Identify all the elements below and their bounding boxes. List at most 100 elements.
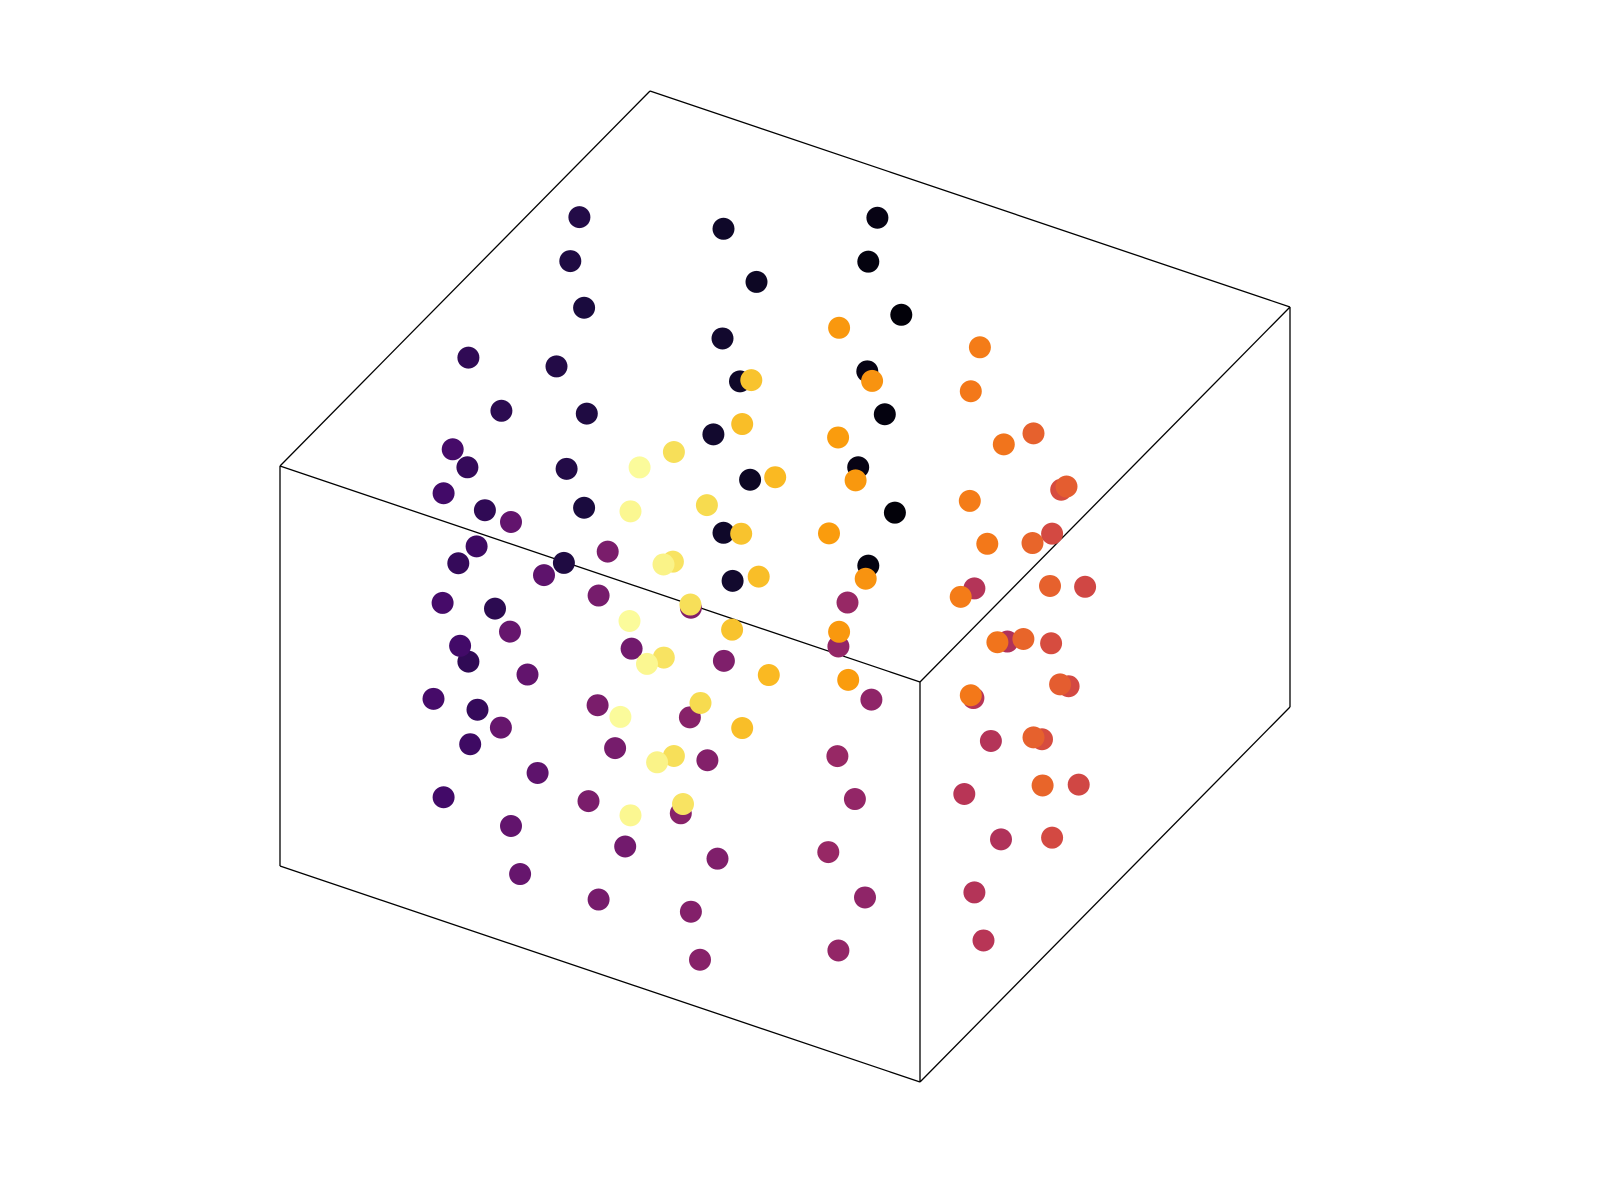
point xyxy=(702,423,725,446)
point xyxy=(949,585,972,608)
point xyxy=(490,399,513,422)
point xyxy=(662,744,685,767)
point xyxy=(958,489,981,512)
point xyxy=(730,522,753,545)
point xyxy=(731,717,754,740)
point xyxy=(652,646,675,669)
box-edge xyxy=(919,706,1291,1083)
point xyxy=(866,206,889,229)
point xyxy=(516,663,539,686)
point xyxy=(1039,574,1061,597)
point xyxy=(545,355,568,378)
point xyxy=(854,567,877,590)
point xyxy=(1022,726,1045,749)
point xyxy=(499,620,521,643)
point xyxy=(706,847,729,870)
point xyxy=(992,433,1015,456)
point xyxy=(1040,632,1063,655)
point xyxy=(764,466,787,489)
box-edge xyxy=(279,865,921,1083)
point xyxy=(712,217,735,240)
point xyxy=(712,649,735,672)
point xyxy=(489,716,512,739)
point xyxy=(1067,773,1090,796)
point xyxy=(457,346,480,369)
point xyxy=(1041,826,1064,849)
point xyxy=(449,634,472,657)
point xyxy=(711,327,734,350)
point xyxy=(459,733,482,756)
point xyxy=(652,553,675,576)
point xyxy=(837,668,860,691)
point xyxy=(883,501,906,524)
point xyxy=(696,749,719,772)
point xyxy=(432,786,455,809)
point xyxy=(500,814,522,837)
point xyxy=(679,593,702,616)
point xyxy=(712,521,735,544)
point xyxy=(843,788,866,811)
point xyxy=(628,456,651,479)
point xyxy=(422,687,445,710)
point xyxy=(953,782,976,805)
point xyxy=(473,499,496,522)
point xyxy=(646,751,669,774)
point xyxy=(828,316,851,339)
point xyxy=(968,336,991,359)
point xyxy=(721,618,744,641)
point xyxy=(826,745,849,768)
point xyxy=(618,609,641,632)
point xyxy=(689,691,712,714)
point xyxy=(568,206,591,229)
point xyxy=(976,532,999,555)
point xyxy=(587,888,610,911)
point xyxy=(817,841,840,864)
box-edge xyxy=(919,306,1291,683)
point xyxy=(484,597,506,620)
point xyxy=(857,250,880,273)
point xyxy=(844,469,867,492)
point xyxy=(431,591,454,614)
box-edge xyxy=(649,90,1291,308)
point xyxy=(587,584,610,607)
point xyxy=(731,413,754,436)
point xyxy=(836,591,859,614)
point xyxy=(739,468,762,491)
point xyxy=(986,631,1009,654)
point xyxy=(979,729,1002,752)
point xyxy=(526,761,549,784)
point xyxy=(604,737,627,760)
point xyxy=(533,564,555,587)
point xyxy=(1055,475,1078,498)
point xyxy=(552,551,575,574)
point xyxy=(757,664,780,687)
point xyxy=(740,369,763,392)
point xyxy=(575,402,598,425)
point xyxy=(959,380,982,403)
point xyxy=(854,886,876,909)
point xyxy=(745,270,768,293)
point xyxy=(689,948,711,971)
point xyxy=(860,688,883,711)
point xyxy=(861,369,884,392)
point xyxy=(620,637,643,660)
point xyxy=(619,804,642,827)
point xyxy=(747,565,770,588)
point xyxy=(959,684,982,707)
point xyxy=(972,929,995,952)
point xyxy=(1021,532,1044,555)
point xyxy=(509,863,532,886)
point xyxy=(609,705,632,728)
point xyxy=(1049,673,1072,696)
point xyxy=(586,694,609,717)
point xyxy=(827,939,850,962)
point xyxy=(1012,627,1035,650)
point xyxy=(828,620,851,643)
point xyxy=(432,482,455,505)
point xyxy=(827,426,850,449)
point xyxy=(1031,774,1054,797)
point xyxy=(555,457,578,480)
point xyxy=(573,296,596,319)
point xyxy=(447,552,470,575)
